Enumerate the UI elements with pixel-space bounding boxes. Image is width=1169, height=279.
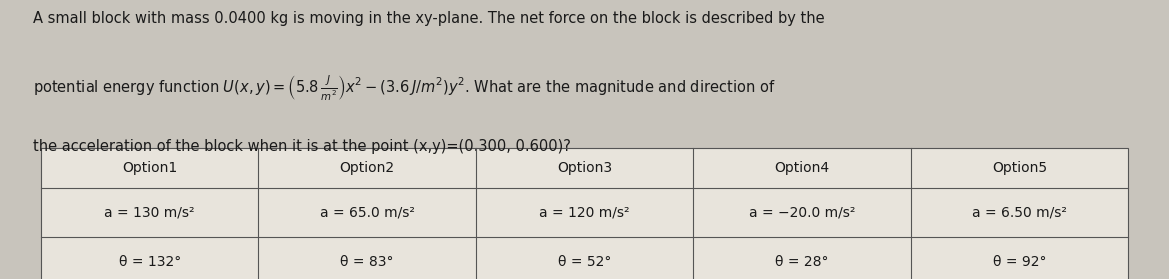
Text: Option3: Option3: [556, 161, 613, 175]
Text: θ = 52°: θ = 52°: [558, 256, 611, 270]
Text: Option1: Option1: [122, 161, 178, 175]
Text: θ = 132°: θ = 132°: [118, 256, 181, 270]
Text: the acceleration of the block when it is at the point (x,y)=(0.300, 0.600)?: the acceleration of the block when it is…: [33, 140, 570, 155]
Text: θ = 83°: θ = 83°: [340, 256, 394, 270]
Text: Option4: Option4: [774, 161, 830, 175]
Text: Option5: Option5: [991, 161, 1047, 175]
Text: a = 65.0 m/s²: a = 65.0 m/s²: [319, 206, 415, 220]
Text: potential energy function $U(x, y) = \left(5.8\,\frac{J}{m^2}\right)x^2 - (3.6\,: potential energy function $U(x, y) = \le…: [33, 74, 775, 103]
Text: A small block with mass 0.0400 kg is moving in the xy-plane. The net force on th: A small block with mass 0.0400 kg is mov…: [33, 11, 824, 26]
Text: a = 6.50 m/s²: a = 6.50 m/s²: [971, 206, 1067, 220]
Bar: [41, 148, 1128, 279]
Text: a = 130 m/s²: a = 130 m/s²: [104, 206, 195, 220]
Text: θ = 92°: θ = 92°: [992, 256, 1046, 270]
Text: a = 120 m/s²: a = 120 m/s²: [539, 206, 630, 220]
Text: θ = 28°: θ = 28°: [775, 256, 829, 270]
Text: Option2: Option2: [339, 161, 395, 175]
Text: a = −20.0 m/s²: a = −20.0 m/s²: [749, 206, 855, 220]
